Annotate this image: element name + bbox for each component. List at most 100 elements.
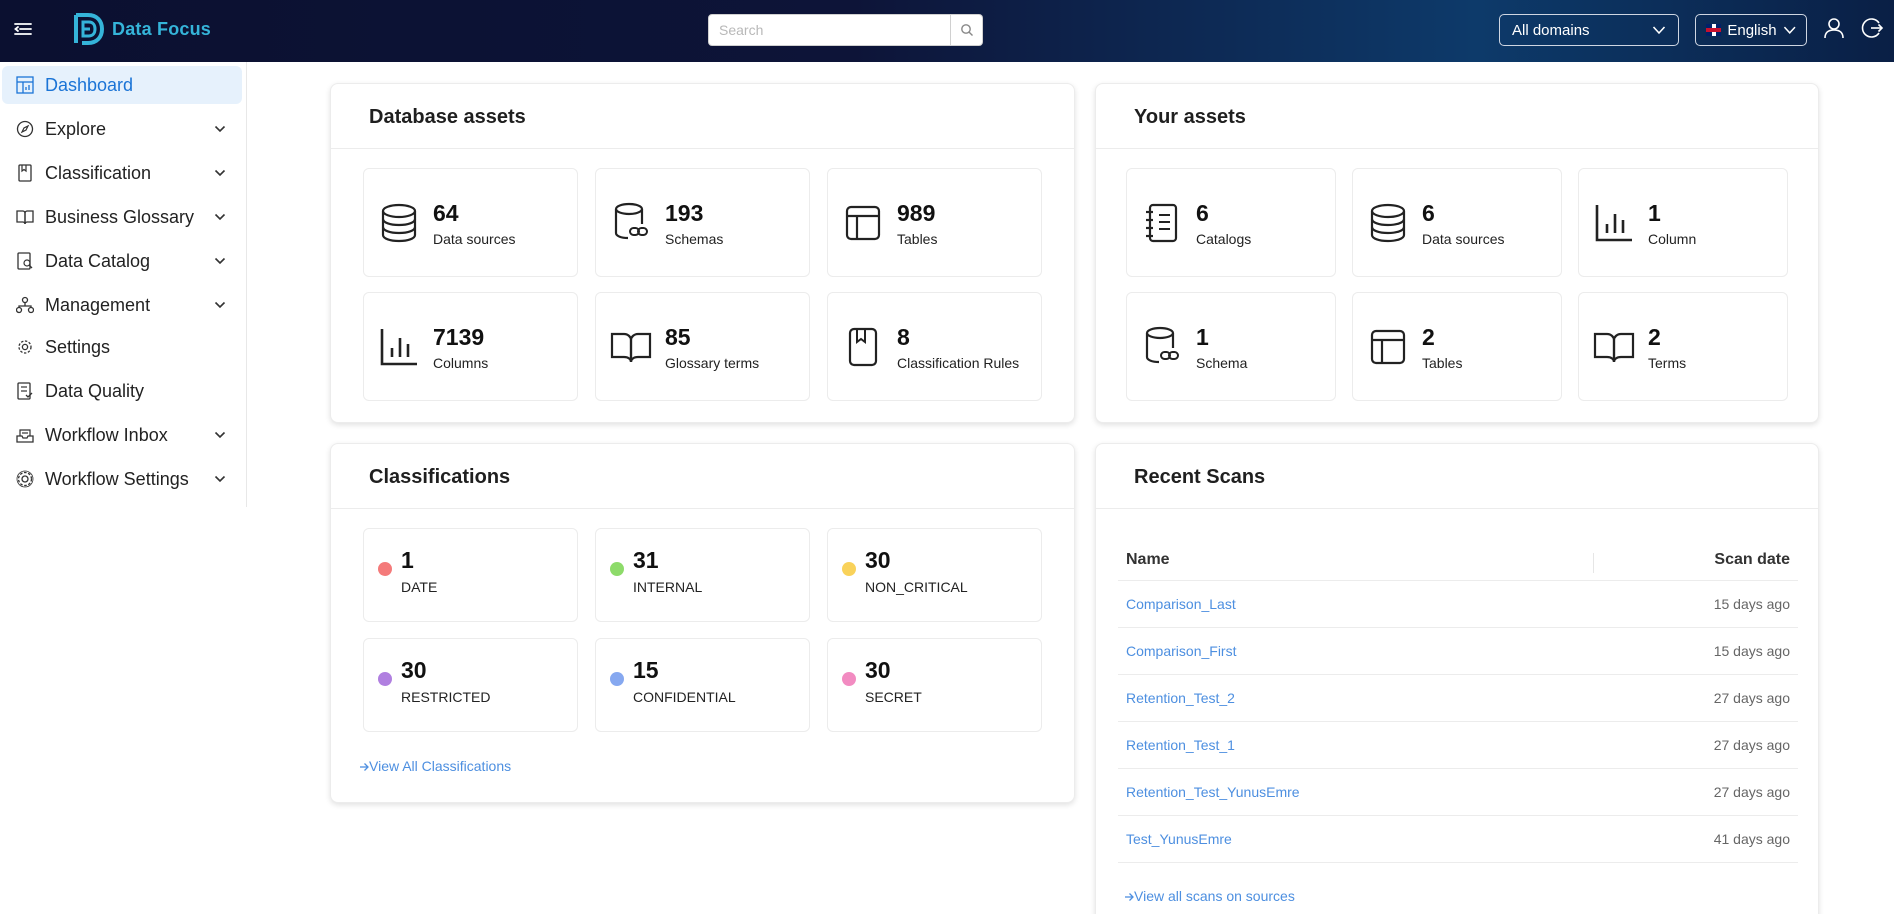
sidebar-item-label: Data Catalog [45, 250, 151, 271]
chevron-down-icon [214, 475, 226, 483]
compass-icon [16, 120, 34, 138]
view-all-scans-link[interactable]: View all scans on sources [1124, 888, 1295, 904]
classification-tile-non-critical[interactable]: 30 NON_CRITICAL [827, 528, 1042, 622]
asset-label: Catalogs [1196, 231, 1252, 247]
card-title: Database assets [369, 106, 526, 128]
scan-date: 27 days ago [1713, 784, 1790, 800]
column-header-scan-date[interactable]: Scan date [1714, 551, 1790, 568]
chevron-down-icon [214, 257, 226, 265]
language-select[interactable]: English [1695, 14, 1807, 46]
database-icon [381, 203, 417, 243]
top-header: Data Focus All domains English [0, 0, 1894, 62]
view-all-classifications-link[interactable]: View All Classifications [359, 758, 511, 774]
classification-label: CONFIDENTIAL [633, 689, 736, 705]
classification-tile-confidential[interactable]: 15 CONFIDENTIAL [595, 638, 810, 732]
sidebar-item-explore[interactable]: Explore [2, 110, 242, 148]
your-asset-tile-catalogs[interactable]: 6 Catalogs [1126, 168, 1336, 277]
asset-count: 7139 [433, 324, 485, 350]
your-asset-tile-data-sources[interactable]: 6 Data sources [1352, 168, 1562, 277]
scan-date: 41 days ago [1713, 831, 1790, 847]
divider [331, 508, 1074, 509]
sidebar-item-management[interactable]: Management [2, 286, 242, 324]
scan-name-link[interactable]: Retention_Test_YunusEmre [1126, 784, 1300, 800]
asset-label: Terms [1648, 355, 1687, 371]
divider [1096, 148, 1818, 149]
book-icon [16, 210, 34, 225]
table-row: Retention_Test_2 27 days ago [1118, 675, 1798, 722]
classification-label: DATE [401, 579, 438, 595]
scan-name-link[interactable]: Comparison_First [1126, 643, 1237, 659]
scan-name-link[interactable]: Comparison_Last [1126, 596, 1236, 612]
scan-name-link[interactable]: Retention_Test_1 [1126, 737, 1235, 753]
menu-toggle-icon[interactable] [12, 18, 34, 40]
status-dot [610, 562, 624, 576]
classifications-card: Classifications 1 DATE 31 INTERNAL 30 NO… [330, 443, 1075, 803]
classification-count: 30 [865, 657, 891, 683]
asset-label: Schemas [665, 231, 724, 247]
classification-tile-internal[interactable]: 31 INTERNAL [595, 528, 810, 622]
scan-date: 15 days ago [1713, 643, 1790, 659]
asset-count: 989 [897, 200, 936, 226]
asset-label: Tables [1422, 355, 1463, 371]
asset-tile-columns[interactable]: 7139 Columns [363, 292, 578, 401]
column-header-name[interactable]: Name [1126, 551, 1170, 568]
sidebar-item-label: Data Quality [45, 380, 145, 401]
asset-tile-tables[interactable]: 989 Tables [827, 168, 1042, 277]
sidebar-item-classification[interactable]: Classification [2, 154, 242, 192]
classification-tile-secret[interactable]: 30 SECRET [827, 638, 1042, 732]
workflow-gear-icon [16, 470, 34, 488]
your-asset-tile-schema[interactable]: 1 Schema [1126, 292, 1336, 401]
logout-icon[interactable] [1860, 16, 1884, 40]
bookmark-icon [18, 164, 32, 182]
user-profile-icon[interactable] [1822, 16, 1846, 40]
asset-tile-data-sources[interactable]: 64 Data sources [363, 168, 578, 277]
sidebar-item-workflow-settings[interactable]: Workflow Settings [2, 460, 242, 498]
scan-name-link[interactable]: Test_YunusEmre [1126, 831, 1232, 847]
sidebar-item-business-glossary[interactable]: Business Glossary [2, 198, 242, 236]
sidebar-item-label: Settings [45, 336, 111, 357]
table-icon [845, 205, 881, 241]
scan-name-link[interactable]: Retention_Test_2 [1126, 690, 1235, 706]
your-asset-tile-column[interactable]: 1 Column [1578, 168, 1788, 277]
chevron-down-icon [214, 301, 226, 309]
search-icon [960, 24, 973, 36]
table-icon [1370, 329, 1406, 365]
your-asset-tile-tables[interactable]: 2 Tables [1352, 292, 1562, 401]
asset-count: 1 [1648, 200, 1661, 226]
app-logo[interactable]: Data Focus [72, 12, 211, 46]
chevron-down-icon [214, 169, 226, 177]
classification-tile-date[interactable]: 1 DATE [363, 528, 578, 622]
sidebar-item-data-quality[interactable]: Data Quality [2, 372, 242, 410]
schema-icon [1145, 326, 1179, 364]
sidebar-item-label: Dashboard [45, 74, 134, 95]
bookmark-book-icon [848, 327, 878, 367]
classification-count: 15 [633, 657, 659, 683]
catalog-icon [17, 252, 33, 270]
database-assets-card: Database assets 64 Data sources 193 Sche… [330, 83, 1075, 423]
sidebar-item-dashboard[interactable]: Dashboard [2, 66, 242, 104]
arrow-right-icon [360, 763, 369, 771]
search-input[interactable] [708, 14, 951, 46]
asset-count: 85 [665, 324, 691, 350]
asset-tile-classification-rules[interactable]: 8 Classification Rules [827, 292, 1042, 401]
classification-count: 30 [865, 547, 891, 573]
domain-select[interactable]: All domains [1499, 14, 1679, 46]
sidebar-item-workflow-inbox[interactable]: Workflow Inbox [2, 416, 242, 454]
divider [1096, 508, 1818, 509]
scan-date: 27 days ago [1713, 737, 1790, 753]
sidebar-item-data-catalog[interactable]: Data Catalog [2, 242, 242, 280]
classification-label: SECRET [865, 689, 922, 705]
your-assets-card: Your assets 6 Catalogs 6 Data sources 1 … [1095, 83, 1819, 423]
asset-tile-glossary-terms[interactable]: 85 Glossary terms [595, 292, 810, 401]
classification-label: NON_CRITICAL [865, 579, 968, 595]
status-dot [378, 562, 392, 576]
chevron-down-icon [1652, 26, 1666, 35]
asset-tile-schemas[interactable]: 193 Schemas [595, 168, 810, 277]
asset-label: Data sources [1422, 231, 1505, 247]
search-button[interactable] [951, 14, 983, 46]
open-book-icon [1593, 332, 1635, 363]
your-asset-tile-terms[interactable]: 2 Terms [1578, 292, 1788, 401]
asset-count: 193 [665, 200, 704, 226]
sidebar-item-settings[interactable]: Settings [2, 328, 242, 366]
classification-tile-restricted[interactable]: 30 RESTRICTED [363, 638, 578, 732]
